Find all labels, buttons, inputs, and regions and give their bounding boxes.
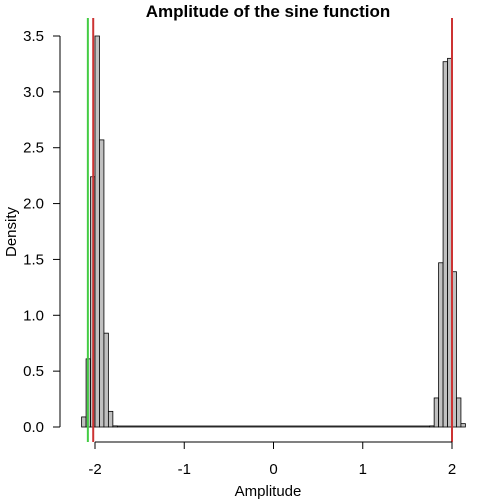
x-tick-label: 0 [269, 461, 277, 478]
histogram-bars [81, 35, 466, 428]
histogram-bar [81, 416, 87, 428]
histogram-bar [442, 61, 448, 428]
x-tick-label: -2 [88, 461, 101, 478]
histogram-baseline-bins [116, 425, 431, 428]
x-tick-label: 1 [359, 461, 367, 478]
histogram-bar [112, 425, 118, 428]
x-tick-label: -1 [178, 461, 191, 478]
y-axis: 0.0 0.5 1.0 1.5 2.0 2.5 3.0 3.5 [23, 28, 61, 436]
histogram-bar [456, 397, 462, 428]
histogram-bar [438, 262, 444, 428]
y-tick-label: 2.5 [23, 140, 44, 157]
x-axis-title: Amplitude [235, 483, 302, 500]
y-tick-label: 1.5 [23, 251, 44, 268]
reference-lines [86, 18, 453, 442]
y-tick-label: 2.0 [23, 196, 44, 213]
chart-title: Amplitude of the sine function [146, 2, 391, 21]
histogram-bar [429, 425, 435, 428]
histogram-bar [99, 139, 105, 428]
y-tick-label: 0.5 [23, 363, 44, 380]
y-tick-label: 3.5 [23, 28, 44, 45]
histogram-bar [433, 397, 440, 428]
y-tick-label: 0.0 [23, 419, 44, 436]
histogram-bar [94, 35, 100, 428]
y-tick-label: 3.0 [23, 84, 44, 101]
histogram-bar [103, 332, 109, 428]
y-tick-label: 1.0 [23, 307, 44, 324]
histogram-bar [460, 423, 466, 428]
x-axis: -2 -1 0 1 2 [88, 441, 456, 478]
y-axis-title: Density [3, 206, 20, 257]
x-tick-label: 2 [448, 461, 456, 478]
histogram-bar [107, 410, 114, 428]
